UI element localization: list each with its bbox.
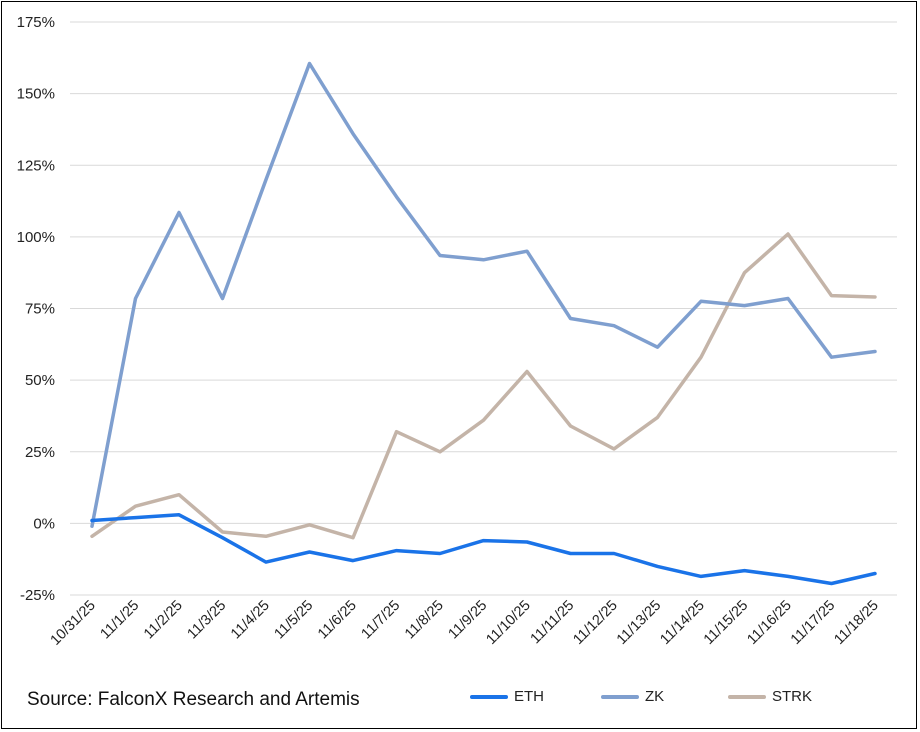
x-tick-label: 11/2/25	[141, 598, 186, 643]
y-tick-label: 25%	[25, 444, 55, 461]
legend-item-eth: ETH	[470, 688, 544, 705]
x-tick-label: 11/8/25	[402, 598, 447, 643]
legend-label-eth: ETH	[514, 688, 544, 705]
series-line-zk	[90, 61, 877, 528]
x-tick-label: 11/16/25	[744, 598, 794, 648]
legend-swatch-strk	[728, 694, 766, 699]
y-tick-label: 100%	[17, 229, 55, 246]
y-tick-label: 175%	[17, 14, 55, 31]
x-axis-ticks: 10/31/2511/1/2511/2/2511/3/2511/4/2511/5…	[48, 598, 882, 649]
x-tick-label: 11/5/25	[272, 598, 317, 643]
x-tick-label: 10/31/25	[48, 598, 99, 649]
x-tick-label: 11/14/25	[657, 598, 707, 648]
x-tick-label: 11/11/25	[528, 598, 578, 648]
series-line-eth	[90, 513, 877, 586]
x-tick-label: 11/4/25	[228, 598, 273, 643]
x-tick-label: 11/15/25	[701, 598, 751, 648]
x-tick-label: 11/10/25	[483, 598, 533, 648]
y-tick-label: 75%	[25, 301, 55, 318]
x-tick-label: 11/17/25	[788, 598, 838, 648]
y-tick-label: 150%	[17, 86, 55, 103]
y-tick-label: 50%	[25, 372, 55, 389]
x-tick-label: 11/13/25	[614, 598, 664, 648]
legend-item-strk: STRK	[728, 688, 812, 705]
source-note: Source: FalconX Research and Artemis	[27, 689, 360, 710]
legend-label-strk: STRK	[772, 688, 813, 705]
x-tick-label: 11/18/25	[831, 598, 881, 648]
legend-item-zk: ZK	[601, 688, 664, 705]
x-tick-label: 11/1/25	[98, 598, 143, 643]
y-axis-ticks: -25% 0% 25% 50% 75% 100% 125% 150% 175%	[17, 14, 55, 604]
gridlines	[70, 21, 897, 596]
legend-swatch-zk	[601, 694, 639, 699]
x-tick-label: 11/3/25	[185, 598, 230, 643]
y-tick-label: 0%	[33, 515, 55, 532]
y-tick-label: 125%	[17, 157, 55, 174]
y-tick-label: -25%	[20, 587, 55, 604]
legend-swatch-eth	[470, 694, 508, 699]
legend-label-zk: ZK	[645, 688, 665, 705]
series-line-strk	[90, 232, 877, 540]
x-tick-label: 11/7/25	[359, 598, 404, 643]
x-tick-label: 11/6/25	[315, 598, 360, 643]
series-lines	[90, 61, 877, 586]
x-tick-label: 11/12/25	[570, 598, 620, 648]
